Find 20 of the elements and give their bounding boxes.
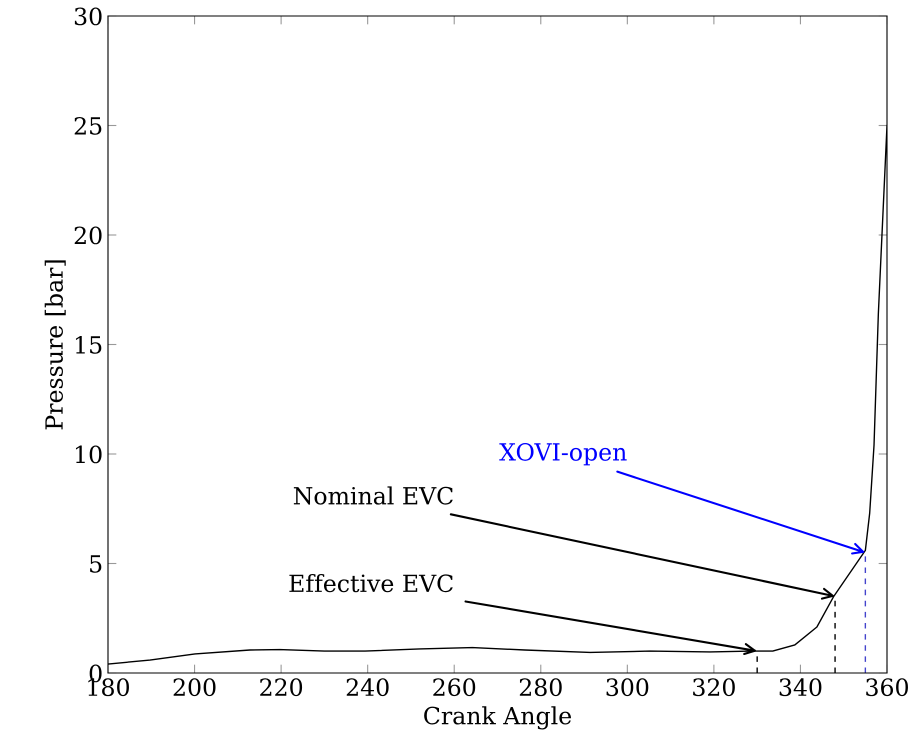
x-tick-label: 360 bbox=[866, 678, 908, 696]
annotation: XOVI-open bbox=[499, 442, 627, 466]
x-tick-label: 260 bbox=[433, 678, 476, 696]
x-tick-label: 240 bbox=[346, 678, 389, 696]
x-tick-label: 340 bbox=[780, 678, 822, 696]
x-tick-label: 300 bbox=[606, 678, 648, 696]
x-tick-label: 280 bbox=[520, 678, 562, 696]
y-tick-label: 20 bbox=[74, 226, 102, 244]
annotation: Effective EVC bbox=[289, 574, 453, 592]
y-tick-label: 30 bbox=[74, 7, 102, 26]
x-tick-label: 200 bbox=[174, 678, 216, 696]
x-tick-label: 320 bbox=[693, 678, 735, 696]
x-axis-title: Crank Angle bbox=[424, 706, 571, 730]
y-axis-title: Pressure [bar] bbox=[44, 260, 66, 430]
y-tick-label: 10 bbox=[76, 445, 102, 464]
y-tick-label: 15 bbox=[76, 336, 102, 354]
y-tick-label: 5 bbox=[90, 555, 102, 573]
x-tick-label: 220 bbox=[260, 678, 302, 696]
y-tick-label: 25 bbox=[74, 116, 102, 135]
annotation: Nominal EVC bbox=[294, 486, 453, 505]
